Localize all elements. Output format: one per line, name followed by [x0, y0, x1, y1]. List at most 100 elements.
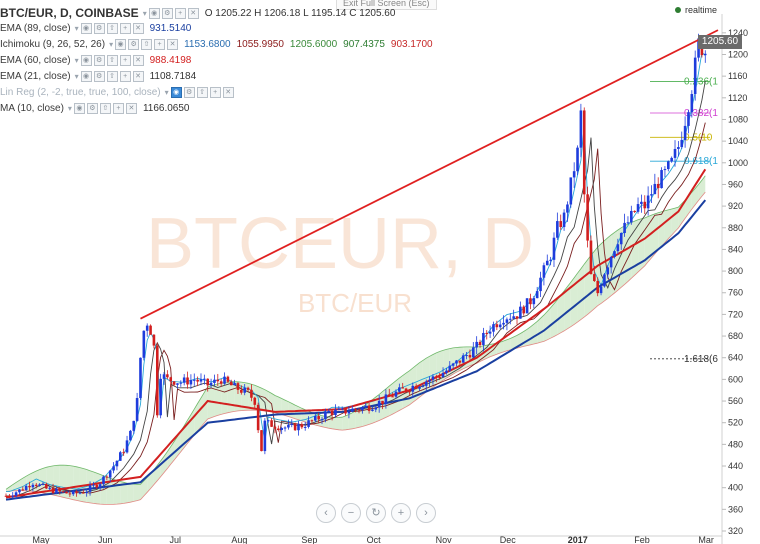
candle-body — [45, 483, 48, 489]
move-icon[interactable]: ⇧ — [106, 22, 118, 34]
candle-body — [408, 391, 411, 393]
indicator-name[interactable]: Ichimoku (9, 26, 52, 26) — [0, 38, 106, 50]
candle-body — [159, 378, 162, 416]
settings-icon[interactable]: ⚙ — [93, 70, 105, 82]
zoom-in-button[interactable]: + — [391, 503, 411, 523]
move-icon[interactable]: ⇧ — [141, 38, 153, 50]
move-icon[interactable]: ⇧ — [106, 70, 118, 82]
indicator-name[interactable]: MA (10, close) — [0, 102, 64, 114]
ichimoku-cloud-segment — [274, 395, 282, 415]
candle-body — [135, 398, 139, 421]
close-icon[interactable]: ✕ — [222, 86, 234, 98]
candle-body — [344, 408, 347, 414]
candle-body — [613, 251, 616, 257]
eye-icon[interactable]: ◉ — [73, 102, 85, 114]
candle-body — [475, 341, 478, 348]
indicator-row: EMA (89, close) ▾ ◉ ⚙ ⇧ + ✕ 931.5140 — [0, 20, 191, 36]
indicator-name[interactable]: EMA (21, close) — [0, 70, 71, 82]
eye-icon[interactable]: ◉ — [80, 70, 92, 82]
move-icon[interactable]: ⇧ — [106, 54, 118, 66]
indicator-name[interactable]: EMA (60, close) — [0, 54, 71, 66]
trend-line — [140, 29, 719, 320]
candle-body — [465, 355, 468, 357]
settings-icon[interactable]: ⚙ — [86, 102, 98, 114]
close-icon[interactable]: ✕ — [167, 38, 179, 50]
fib-level-label: 1.618(6 — [684, 354, 718, 365]
close-icon[interactable]: ✕ — [187, 7, 199, 19]
close-icon[interactable]: ✕ — [132, 22, 144, 34]
ichimoku-cloud-segment — [550, 299, 558, 339]
eye-icon[interactable]: ◉ — [170, 86, 182, 98]
settings-icon[interactable]: ⚙ — [161, 7, 173, 19]
plus-icon[interactable]: + — [209, 86, 221, 98]
candle-body — [31, 484, 35, 488]
candle-body — [78, 492, 82, 494]
scroll-left-button[interactable]: ‹ — [316, 503, 336, 523]
exit-fullscreen-label[interactable]: Exit Full Screen (Esc) — [336, 0, 437, 10]
candle-body — [98, 484, 102, 488]
candle-body — [223, 376, 226, 384]
price-axis-label: 600 — [728, 374, 743, 384]
close-icon[interactable]: ✕ — [125, 102, 137, 114]
candle-body — [273, 426, 277, 429]
candle-body — [213, 379, 216, 383]
candle-body — [303, 426, 307, 428]
indicator-name[interactable]: Lin Reg (2, -2, true, true, 100, close) — [0, 86, 161, 98]
plus-icon[interactable]: + — [112, 102, 124, 114]
chevron-down-icon[interactable]: ▾ — [142, 8, 147, 18]
eye-icon[interactable]: ◉ — [80, 54, 92, 66]
settings-icon[interactable]: ⚙ — [183, 86, 195, 98]
settings-icon[interactable]: ⚙ — [93, 22, 105, 34]
price-axis-label: 720 — [728, 309, 743, 319]
time-axis-label: Jun — [98, 535, 113, 544]
candle-body — [586, 194, 589, 241]
candle-body — [260, 430, 263, 452]
settings-icon[interactable]: ⚙ — [128, 38, 140, 50]
zoom-out-button[interactable]: − — [341, 503, 361, 523]
indicator-values: 931.5140 — [144, 23, 192, 34]
chevron-down-icon[interactable]: ▾ — [74, 23, 79, 33]
plus-icon[interactable]: + — [119, 70, 131, 82]
eye-icon[interactable]: ◉ — [115, 38, 127, 50]
plus-icon[interactable]: + — [154, 38, 166, 50]
chevron-down-icon[interactable]: ▾ — [74, 71, 79, 81]
move-icon[interactable]: ⇧ — [99, 102, 111, 114]
candle-body — [596, 281, 599, 294]
candle-body — [280, 428, 283, 431]
candle-body — [653, 183, 657, 195]
candle-body — [542, 265, 546, 278]
close-icon[interactable]: ✕ — [132, 70, 144, 82]
candle-body — [14, 492, 18, 496]
plus-icon[interactable]: + — [119, 54, 131, 66]
eye-icon[interactable]: ◉ — [80, 22, 92, 34]
plus-icon[interactable]: + — [119, 22, 131, 34]
candle-body — [266, 420, 270, 422]
candle-body — [287, 424, 290, 428]
candle-body — [401, 387, 405, 389]
candle-body — [233, 383, 236, 386]
candle-body — [179, 382, 183, 384]
ichimoku-cloud-segment — [308, 411, 316, 425]
close-icon[interactable]: ✕ — [132, 54, 144, 66]
chevron-down-icon[interactable]: ▾ — [109, 39, 114, 49]
scroll-right-button[interactable]: › — [416, 503, 436, 523]
ichimoku-cloud-segment — [658, 210, 665, 251]
candle-body — [606, 267, 610, 275]
candle-body — [166, 374, 169, 378]
chevron-down-icon[interactable]: ▾ — [74, 55, 79, 65]
candle-body — [293, 423, 297, 431]
symbol-title[interactable]: BTC/EUR, D, COINBASE — [0, 6, 139, 20]
price-axis-label: 1200 — [728, 49, 748, 59]
reset-chart-button[interactable]: ↻ — [366, 503, 386, 523]
eye-icon[interactable]: ◉ — [148, 7, 160, 19]
move-icon[interactable]: ⇧ — [196, 86, 208, 98]
candle-body — [75, 491, 78, 494]
chevron-down-icon[interactable]: ▾ — [67, 103, 72, 113]
plus-icon[interactable]: + — [174, 7, 186, 19]
candle-body — [8, 495, 11, 497]
settings-icon[interactable]: ⚙ — [93, 54, 105, 66]
indicator-name[interactable]: EMA (89, close) — [0, 22, 71, 34]
candle-body — [549, 259, 552, 261]
chevron-down-icon[interactable]: ▾ — [164, 87, 169, 97]
candle-body — [320, 419, 324, 421]
